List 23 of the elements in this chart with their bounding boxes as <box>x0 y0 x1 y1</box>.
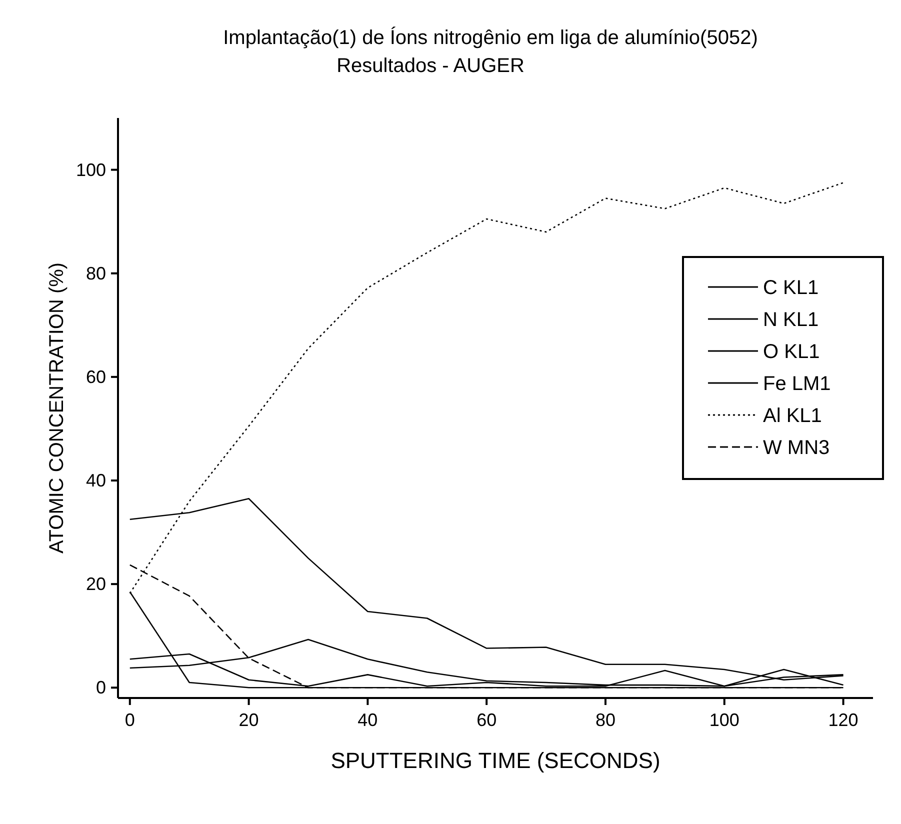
y-tick-label: 100 <box>76 160 106 180</box>
legend-label: C KL1 <box>763 277 819 299</box>
legend-label: Al KL1 <box>763 405 822 427</box>
x-tick-label: 80 <box>595 710 616 730</box>
y-axis-title: ATOMIC CONCENTRATION (%) <box>46 262 68 554</box>
x-tick-label: 120 <box>828 710 858 730</box>
x-tick-label: 60 <box>476 710 497 730</box>
legend-label: Fe LM1 <box>763 373 831 395</box>
x-tick-label: 0 <box>124 710 135 730</box>
legend-label: W MN3 <box>763 437 830 459</box>
y-tick-label: 80 <box>86 263 106 284</box>
legend-label: O KL1 <box>763 341 820 363</box>
y-tick-label: 0 <box>96 678 106 698</box>
x-tick-label: 20 <box>238 710 259 730</box>
x-tick-label: 100 <box>709 710 740 730</box>
y-tick-label: 20 <box>86 574 106 594</box>
y-tick-label: 40 <box>86 470 106 490</box>
y-tick-label: 60 <box>86 366 106 387</box>
x-axis-title: SPUTTERING TIME (SECONDS) <box>330 748 660 773</box>
chart-subtitle: Resultados - AUGER <box>336 55 524 77</box>
chart-title: Implantação(1) de Íons nitrogênio em liga de alumínio(5052) <box>223 26 758 49</box>
legend-label: N KL1 <box>763 309 819 331</box>
x-tick-label: 40 <box>358 710 378 730</box>
